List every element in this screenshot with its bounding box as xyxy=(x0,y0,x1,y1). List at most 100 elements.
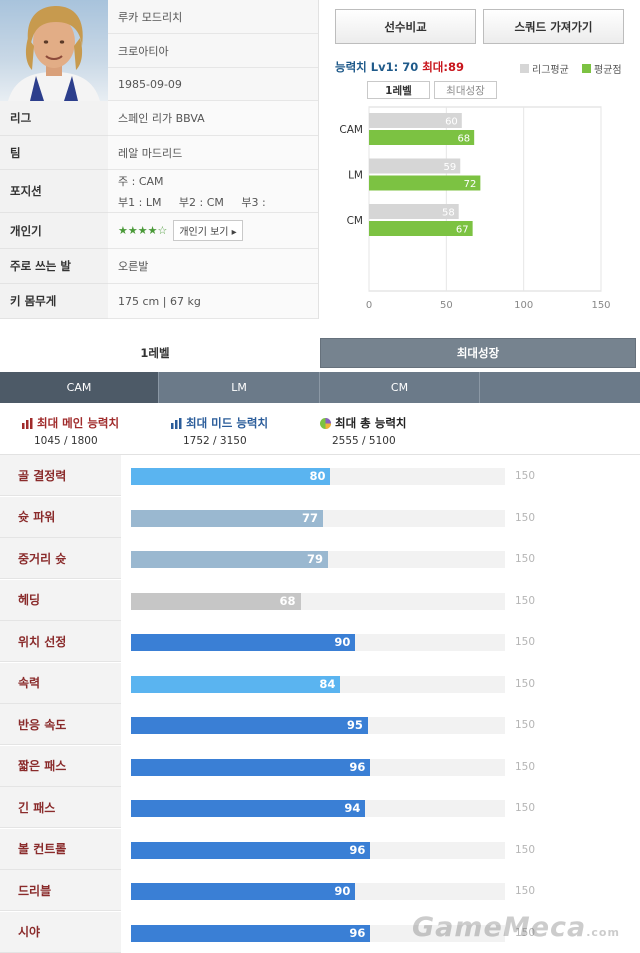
attribute-name: 드리블 xyxy=(0,870,121,911)
attribute-name: 위치 선정 xyxy=(0,621,121,662)
legend-league: 리그평균 xyxy=(520,61,569,76)
bar-chart-icon xyxy=(22,417,33,429)
tab-cm[interactable]: CM xyxy=(320,372,480,403)
position-label: 포지션 xyxy=(0,170,108,213)
attribute-bar-fill: 80 xyxy=(131,468,331,485)
attribute-bar-track: 96 xyxy=(131,758,505,776)
league-label: 리그 xyxy=(0,101,108,136)
player-profile: 루카 모드리치 크로아티아 1985-09-09 리그 스페인 리가 BBVA … xyxy=(0,0,318,319)
attribute-row: 짧은 패스 96 150 xyxy=(0,745,640,787)
attribute-row: 시야 96 150 xyxy=(0,911,640,953)
attribute-value: 90 xyxy=(334,635,351,649)
player-nation: 크로아티아 xyxy=(108,34,318,68)
attribute-value: 96 xyxy=(349,759,366,774)
attribute-value: 77 xyxy=(301,510,318,525)
tab-cam[interactable]: CAM xyxy=(0,372,159,403)
attribute-bar-fill: 68 xyxy=(131,592,301,610)
skill-value: ★★★★☆ 개인기 보기 ▸ xyxy=(108,213,318,249)
chart-category-label: CM xyxy=(347,215,363,227)
attribute-max: 150 xyxy=(515,719,536,731)
attribute-bar-track: 80 xyxy=(131,468,505,485)
player-name: 루카 모드리치 xyxy=(108,0,318,34)
compare-button[interactable]: 선수비교 xyxy=(335,9,476,44)
legend-league-text: 리그평균 xyxy=(532,65,569,76)
attribute-max: 150 xyxy=(515,470,536,482)
chart-bar-league xyxy=(369,204,459,219)
attribute-name: 헤딩 xyxy=(0,579,121,621)
chart-category-label: LM xyxy=(348,170,363,182)
attribute-max: 150 xyxy=(515,636,536,648)
attribute-name: 시야 xyxy=(0,911,121,953)
attribute-row: 볼 컨트롤 96 150 xyxy=(0,828,640,870)
bar-chart-icon xyxy=(171,417,182,429)
attribute-row: 반응 속도 95 150 xyxy=(0,704,640,745)
ability-max: 최대:89 xyxy=(422,60,464,74)
height-weight-value: 175 cm | 67 kg xyxy=(108,284,318,319)
summary-mid: 최대 미드 능력치 1752 / 3150 xyxy=(171,415,268,447)
gamemeca-watermark: GameMeca.com xyxy=(412,912,620,943)
attribute-bar-track: 90 xyxy=(131,883,505,900)
tab-max-growth[interactable]: 최대성장 xyxy=(320,338,636,368)
attribute-row: 골 결정력 80 150 xyxy=(0,455,640,496)
foot-value: 오른발 xyxy=(108,249,318,284)
skill-stars: ★★★★☆ xyxy=(118,224,168,237)
summary-main: 최대 메인 능력치 1045 / 1800 xyxy=(22,415,119,447)
position-main: 주 : CAM xyxy=(118,174,164,188)
attribute-bar-fill: 77 xyxy=(131,509,323,527)
attribute-max: 150 xyxy=(515,802,536,814)
legend-avg-text: 평균점 xyxy=(594,65,622,76)
chart-bar-player xyxy=(369,175,481,191)
ability-summary: 최대 메인 능력치 1045 / 1800 최대 미드 능력치 1752 / 3… xyxy=(0,403,640,455)
attribute-name: 볼 컨트롤 xyxy=(0,828,121,870)
summary-total-title: 최대 총 능력치 xyxy=(335,416,407,430)
chart-bar-value-label: 59 xyxy=(444,162,457,173)
team-label: 팀 xyxy=(0,136,108,170)
ability-title: 능력치 Lv1: 70 최대:89 xyxy=(335,59,464,75)
chart-x-tick-label: 0 xyxy=(366,300,372,311)
chart-x-tick-label: 50 xyxy=(440,300,453,311)
skill-label: 개인기 xyxy=(0,213,108,249)
tab-lm[interactable]: LM xyxy=(159,372,320,403)
ability-panel: 선수비교 스쿼드 가져가기 능력치 Lv1: 70 최대:89 리그평균 평균점… xyxy=(318,0,640,319)
tab-level1[interactable]: 1레벨 xyxy=(0,338,310,368)
tab-level1-small[interactable]: 1레벨 xyxy=(367,81,430,99)
attribute-row: 헤딩 68 150 xyxy=(0,579,640,621)
team-value: 레알 마드리드 xyxy=(108,136,318,170)
chart-bar-value-label: 58 xyxy=(442,208,455,219)
attribute-max: 150 xyxy=(515,553,536,565)
player-photo xyxy=(0,0,108,101)
attribute-bar-track: 68 xyxy=(131,592,505,610)
attribute-value: 80 xyxy=(309,469,326,483)
summary-main-title: 최대 메인 능력치 xyxy=(37,416,120,430)
league-value: 스페인 리가 BBVA xyxy=(108,101,318,136)
player-photo-icon xyxy=(8,6,100,101)
attribute-max: 150 xyxy=(515,594,536,607)
skill-view-button[interactable]: 개인기 보기 ▸ xyxy=(173,220,243,241)
position-tabs: CAM LM CM xyxy=(0,372,640,403)
attribute-max: 150 xyxy=(515,760,536,773)
attribute-bar-fill: 79 xyxy=(131,551,328,568)
squad-button[interactable]: 스쿼드 가져가기 xyxy=(483,9,624,44)
summary-total: 최대 총 능력치 2555 / 5100 xyxy=(320,415,407,447)
tab-max-small[interactable]: 최대성장 xyxy=(434,81,497,99)
chart-x-tick-label: 150 xyxy=(591,300,610,311)
foot-label: 주로 쓰는 발 xyxy=(0,249,108,284)
attribute-value: 90 xyxy=(334,884,351,898)
attribute-bar-fill: 84 xyxy=(131,675,341,693)
position-value: 주 : CAM 부1 : LM 부2 : CM 부3 : xyxy=(108,170,318,213)
height-weight-label: 키 몸무게 xyxy=(0,284,108,319)
summary-mid-value: 1752 / 3150 xyxy=(183,435,247,447)
chart-x-tick-label: 100 xyxy=(514,300,533,311)
ability-lv: Lv1: 70 xyxy=(370,60,419,74)
chart-bar-league xyxy=(369,113,462,128)
attribute-name: 슛 파워 xyxy=(0,496,121,538)
legend-avg: 평균점 xyxy=(582,61,622,76)
summary-total-value: 2555 / 5100 xyxy=(332,435,396,447)
attribute-value: 68 xyxy=(279,593,296,608)
attribute-max: 150 xyxy=(515,926,536,939)
attribute-name: 짧은 패스 xyxy=(0,745,121,787)
attribute-name: 골 결정력 xyxy=(0,455,121,496)
attribute-value: 95 xyxy=(346,718,363,732)
attribute-bar-fill: 95 xyxy=(131,717,368,734)
